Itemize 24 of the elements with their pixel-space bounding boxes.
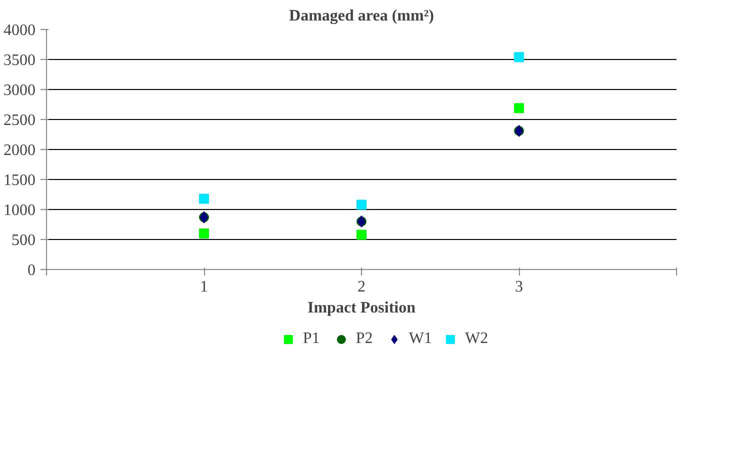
point <box>199 194 209 204</box>
legend-label: W1 <box>408 330 432 348</box>
legend-label: P1 <box>302 330 321 348</box>
y-tick-label: 2000 <box>4 142 36 159</box>
y-tick-label: 2500 <box>4 112 36 129</box>
y-tick-label: 3000 <box>4 82 36 99</box>
point <box>356 200 366 210</box>
x-tick-label: 3 <box>515 278 523 296</box>
x-axis-title: Impact Position <box>308 300 416 316</box>
y-tick-label: 3500 <box>4 52 36 69</box>
point <box>199 228 209 238</box>
legend-label: W2 <box>465 330 488 348</box>
y-tick-label: 1000 <box>4 202 36 219</box>
x-tick-label: 2 <box>358 278 366 296</box>
point <box>514 103 524 114</box>
chart-title: Damaged area (mm²) <box>289 8 434 24</box>
y-tick-label: 1500 <box>4 172 36 189</box>
y-tick-label: 500 <box>12 232 36 249</box>
point <box>514 52 524 62</box>
legend-label: P2 <box>356 330 374 348</box>
y-tick-label: 0 <box>28 262 36 279</box>
y-tick-label: 4000 <box>4 22 36 39</box>
point <box>356 230 366 240</box>
x-tick-label: 1 <box>200 278 208 296</box>
